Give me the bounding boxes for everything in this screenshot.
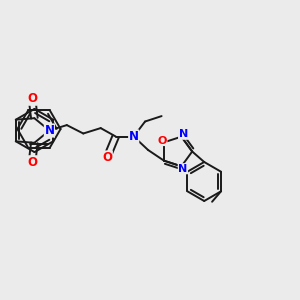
Text: O: O	[27, 92, 37, 105]
Text: N: N	[178, 129, 188, 139]
Text: O: O	[27, 156, 37, 169]
Text: O: O	[158, 136, 167, 146]
Text: N: N	[129, 130, 139, 143]
Text: O: O	[102, 151, 112, 164]
Text: N: N	[178, 164, 188, 174]
Text: N: N	[44, 124, 54, 137]
